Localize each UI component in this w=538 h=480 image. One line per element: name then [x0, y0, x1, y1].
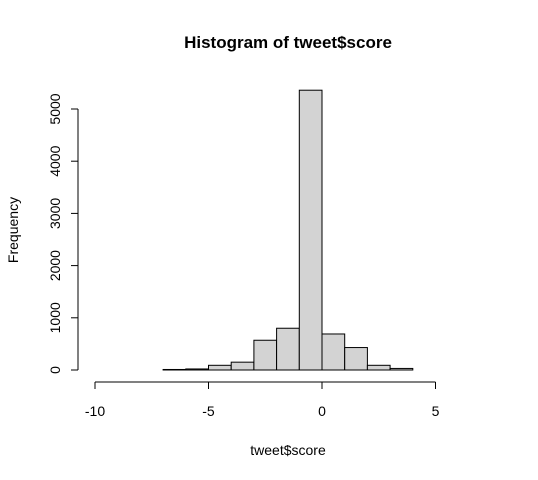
- histogram-bar: [389, 367, 414, 371]
- histogram-bar: [162, 368, 187, 371]
- y-axis-label: Frequency: [5, 197, 21, 263]
- y-tick-label: 5000: [47, 93, 63, 124]
- histogram-bar: [298, 89, 323, 371]
- y-tick-label: 0: [47, 366, 63, 374]
- x-tick-label: 0: [318, 403, 326, 419]
- y-axis: 0 1000 2000 3000 4000 5000: [47, 93, 79, 374]
- chart-title: Histogram of tweet$score: [184, 33, 392, 52]
- histogram-bar: [366, 364, 391, 371]
- x-tick-label: -10: [85, 403, 105, 419]
- histogram-bar: [208, 364, 232, 371]
- x-axis-label: tweet$score: [250, 442, 326, 458]
- y-tick-label: 3000: [47, 198, 63, 229]
- histogram-bar: [321, 333, 346, 371]
- histogram-bar: [276, 327, 300, 371]
- histogram-bar: [344, 347, 368, 371]
- histogram-bar: [230, 361, 255, 371]
- x-axis: -10 -5 0 5: [85, 381, 440, 419]
- y-tick-label: 4000: [47, 145, 63, 176]
- histogram-bar: [185, 368, 210, 371]
- y-tick-label: 1000: [47, 302, 63, 333]
- x-tick-label: -5: [202, 403, 215, 419]
- histogram-bars: [162, 89, 414, 371]
- histogram-bar: [253, 339, 278, 371]
- x-tick-label: 5: [432, 403, 440, 419]
- y-tick-label: 2000: [47, 250, 63, 281]
